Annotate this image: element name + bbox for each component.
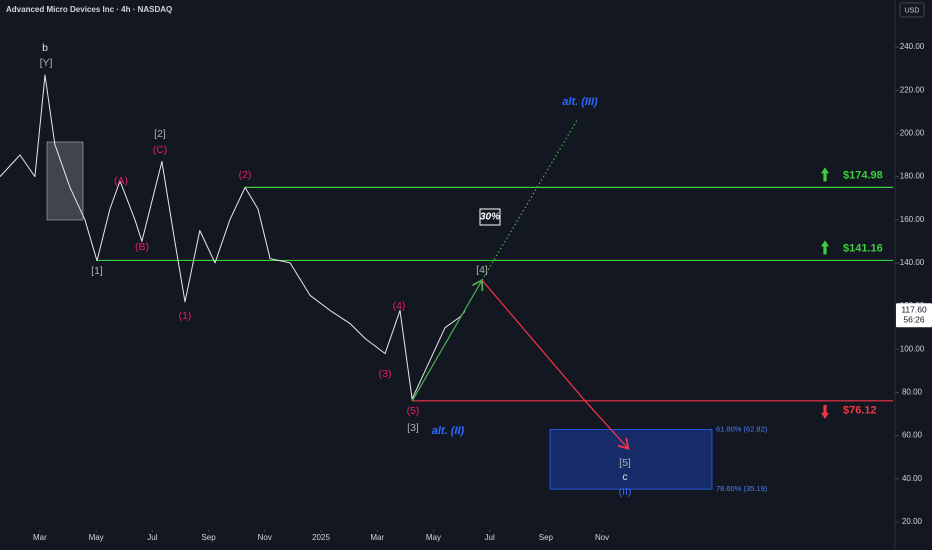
level-arrow bbox=[821, 240, 829, 255]
annotation-box bbox=[479, 208, 501, 226]
x-tick-label: Jul bbox=[485, 533, 495, 542]
projection bbox=[481, 279, 628, 448]
annotation: (C) bbox=[153, 144, 168, 156]
y-tick-label: 180.00 bbox=[900, 172, 925, 181]
x-tick-label: May bbox=[426, 533, 441, 542]
currency: USD bbox=[905, 7, 920, 14]
annotation: [2] bbox=[154, 128, 166, 140]
level-arrow bbox=[821, 167, 829, 182]
x-tick-label: Sep bbox=[201, 533, 216, 542]
projection bbox=[481, 117, 579, 281]
y-tick-label: 200.00 bbox=[900, 129, 925, 138]
consolidation-box bbox=[46, 141, 84, 221]
y-tick-label: 160.00 bbox=[900, 215, 925, 224]
y-tick-label: 40.00 bbox=[902, 474, 923, 483]
annotation: (2) bbox=[239, 169, 252, 181]
annotation: [Y] bbox=[40, 57, 53, 69]
annotation: [5] bbox=[619, 457, 631, 469]
currency-box[interactable] bbox=[899, 2, 925, 18]
level-label: $174.98 bbox=[843, 169, 883, 181]
annotation: [1] bbox=[91, 265, 103, 277]
x-tick-label: Jul bbox=[147, 533, 157, 542]
x-tick-label: Nov bbox=[258, 533, 272, 542]
annotation: (4) bbox=[393, 300, 406, 312]
annotation: (1) bbox=[179, 310, 192, 322]
fib-label: 61.80% (62.82) bbox=[716, 425, 768, 434]
y-tick-label: 220.00 bbox=[900, 85, 925, 94]
x-tick-label: Nov bbox=[595, 533, 609, 542]
annotation: c bbox=[622, 471, 627, 483]
y-tick-label: 140.00 bbox=[900, 258, 925, 267]
annotation: (B) bbox=[135, 241, 149, 253]
annotation: b bbox=[42, 42, 48, 54]
price-line bbox=[0, 74, 466, 400]
chart-title: Advanced Micro Devices Inc · 4h · NASDAQ bbox=[6, 5, 172, 14]
annotation: 30% bbox=[480, 212, 500, 223]
x-tick-label: Mar bbox=[33, 533, 47, 542]
level-arrow bbox=[821, 404, 829, 419]
annotation: [4] bbox=[476, 264, 488, 276]
x-tick-label: Sep bbox=[539, 533, 554, 542]
projection bbox=[411, 280, 482, 402]
x-tick-label: Mar bbox=[370, 533, 384, 542]
fib-label: 78.60% (35.19) bbox=[716, 484, 768, 493]
last-price-label: 117.60 bbox=[901, 305, 927, 315]
level-label: $76.12 bbox=[843, 405, 877, 417]
annotation: (A) bbox=[114, 175, 128, 187]
level-label: $141.16 bbox=[843, 242, 883, 254]
annotation: alt. (III) bbox=[562, 96, 598, 108]
y-tick-label: 100.00 bbox=[900, 344, 925, 353]
fib-zone bbox=[549, 429, 713, 490]
x-tick-label: 2025 bbox=[312, 533, 330, 542]
countdown: 56:26 bbox=[903, 315, 925, 325]
y-tick-label: 80.00 bbox=[902, 388, 923, 397]
annotation: alt. (II) bbox=[432, 425, 465, 437]
annotation: [3] bbox=[407, 422, 419, 434]
annotation: (5) bbox=[407, 405, 420, 417]
annotation: (II) bbox=[619, 486, 632, 498]
y-tick-label: 240.00 bbox=[900, 42, 925, 51]
annotation: (3) bbox=[379, 368, 392, 380]
y-tick-label: 20.00 bbox=[902, 517, 923, 526]
last-price-box bbox=[896, 303, 932, 328]
x-tick-label: May bbox=[89, 533, 104, 542]
y-tick-label: 60.00 bbox=[902, 431, 923, 440]
